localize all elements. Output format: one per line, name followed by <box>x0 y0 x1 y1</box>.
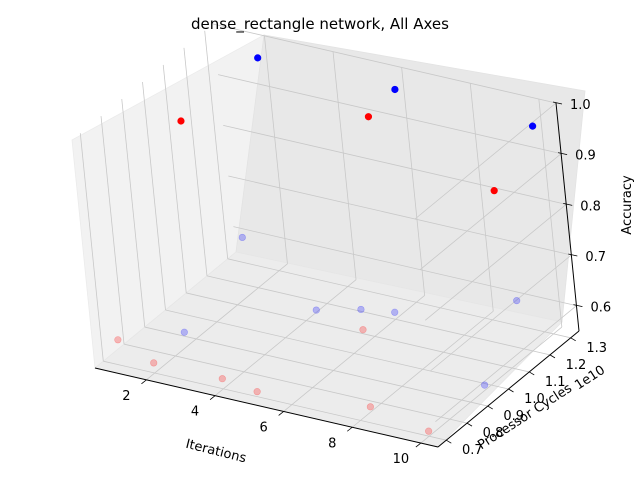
y-tick-mark <box>508 388 514 393</box>
x-axis-label: Iterations <box>184 437 248 467</box>
x-tick-mark <box>141 379 147 385</box>
x-tick-mark <box>415 442 422 448</box>
scatter-point-series-2 <box>357 305 365 314</box>
x-tick-label: 6 <box>260 420 268 435</box>
scatter-point-series-0 <box>391 85 399 94</box>
x-tick-mark <box>278 411 284 416</box>
x-tick-label: 10 <box>393 452 410 467</box>
y-gridline-left <box>79 133 104 362</box>
y-gridline-floor <box>123 343 468 424</box>
z-gridline-left <box>233 226 577 307</box>
y-tick-label: 0.8 <box>483 426 504 441</box>
z-axis-line <box>555 102 580 332</box>
y-gridline-floor <box>227 258 571 339</box>
z-tick-mark <box>568 253 578 257</box>
scatter-point-series-1 <box>490 187 498 195</box>
scatter-point-series-0 <box>254 54 262 62</box>
z-gridline-left <box>228 175 572 256</box>
y-tick-mark <box>570 337 576 342</box>
z-tick-mark <box>563 202 573 206</box>
z-tick-mark <box>558 152 568 156</box>
y-gridline-floor <box>165 309 509 390</box>
scatter-point-series-2 <box>481 381 489 389</box>
y-tick-label: 0.7 <box>462 443 483 458</box>
x-gridline-back <box>264 35 288 264</box>
y-tick-label: 1.3 <box>586 341 607 356</box>
gridlines <box>79 23 577 444</box>
chart-title: dense_rectangle network, All Axes <box>191 15 449 34</box>
y-gridline-floor <box>103 360 447 441</box>
scatter-point-series-3 <box>218 375 226 383</box>
y-tick-mark <box>466 422 473 427</box>
z-gridline-left <box>212 23 557 104</box>
y-tick-mark <box>446 439 452 444</box>
y-gridline-left <box>121 99 146 328</box>
y-tick-label: 1.2 <box>566 358 587 373</box>
z-gridline-back <box>424 204 567 321</box>
scatter-point-series-0 <box>529 122 537 130</box>
y-tick-mark <box>487 405 493 410</box>
scatter-point-series-3 <box>114 336 122 344</box>
z-gridline-left <box>218 74 562 155</box>
scatter-point-series-1 <box>364 113 373 121</box>
z-tick-label: 0.8 <box>580 199 601 214</box>
x-tick-mark <box>347 426 353 432</box>
y-gridline-left <box>183 47 208 276</box>
y-tick-label: 1.0 <box>524 392 545 407</box>
z-tick-label: 0.9 <box>575 149 596 164</box>
y-gridline-left <box>142 81 166 311</box>
scatter-point-series-3 <box>253 388 261 396</box>
scatter-point-series-1 <box>177 117 185 125</box>
y-tick-mark <box>529 371 535 376</box>
x-gridline-back <box>538 99 563 328</box>
y-gridline-floor <box>144 326 488 407</box>
y-gridline-left <box>204 30 229 259</box>
y-tick-label: 1.1 <box>545 375 566 390</box>
y-gridline-left <box>100 116 125 345</box>
z-gridline-back <box>419 153 562 270</box>
y-tick-label: 0.9 <box>503 409 524 424</box>
scatter-point-series-3 <box>425 427 433 435</box>
x-tick-mark <box>209 395 216 400</box>
x-gridline-back <box>401 67 426 296</box>
scatter-point-series-3 <box>150 359 158 367</box>
x-tick-label: 2 <box>122 389 130 404</box>
z-gridline-back <box>414 102 557 220</box>
z-tick-label: 1.0 <box>570 98 591 113</box>
y-gridline-floor <box>206 275 551 356</box>
z-tick-mark <box>573 304 583 308</box>
y-gridline-left <box>162 64 187 293</box>
scatter-point-series-2 <box>391 308 399 316</box>
scatter-point-series-2 <box>180 328 188 336</box>
z-axis-label: Accuracy <box>620 175 635 235</box>
y-tick-mark <box>549 354 556 359</box>
z-tick-label: 0.7 <box>585 250 606 265</box>
tick-marks <box>141 101 583 448</box>
z-tick-label: 0.6 <box>590 301 611 316</box>
x-axis-line <box>94 367 439 448</box>
data-points <box>114 54 537 435</box>
z-gridline-left <box>223 124 567 205</box>
x-tick-label: 4 <box>191 405 199 420</box>
scatter-point-series-3 <box>359 326 367 334</box>
x-tick-label: 8 <box>328 436 336 451</box>
x-gridline-back <box>469 83 494 312</box>
scatter-point-series-3 <box>366 403 375 411</box>
tick-labels: 2468100.70.80.91.01.11.21.30.60.70.80.91… <box>122 98 611 467</box>
scatter-point-series-2 <box>238 233 246 242</box>
scatter-point-series-2 <box>312 306 320 314</box>
x-gridline-back <box>332 51 357 280</box>
z-gridline-back <box>435 305 577 422</box>
z-gridline-back <box>430 254 572 372</box>
scatter-point-series-2 <box>513 297 521 305</box>
z-tick-mark <box>552 101 563 105</box>
y-gridline-floor <box>186 292 530 373</box>
